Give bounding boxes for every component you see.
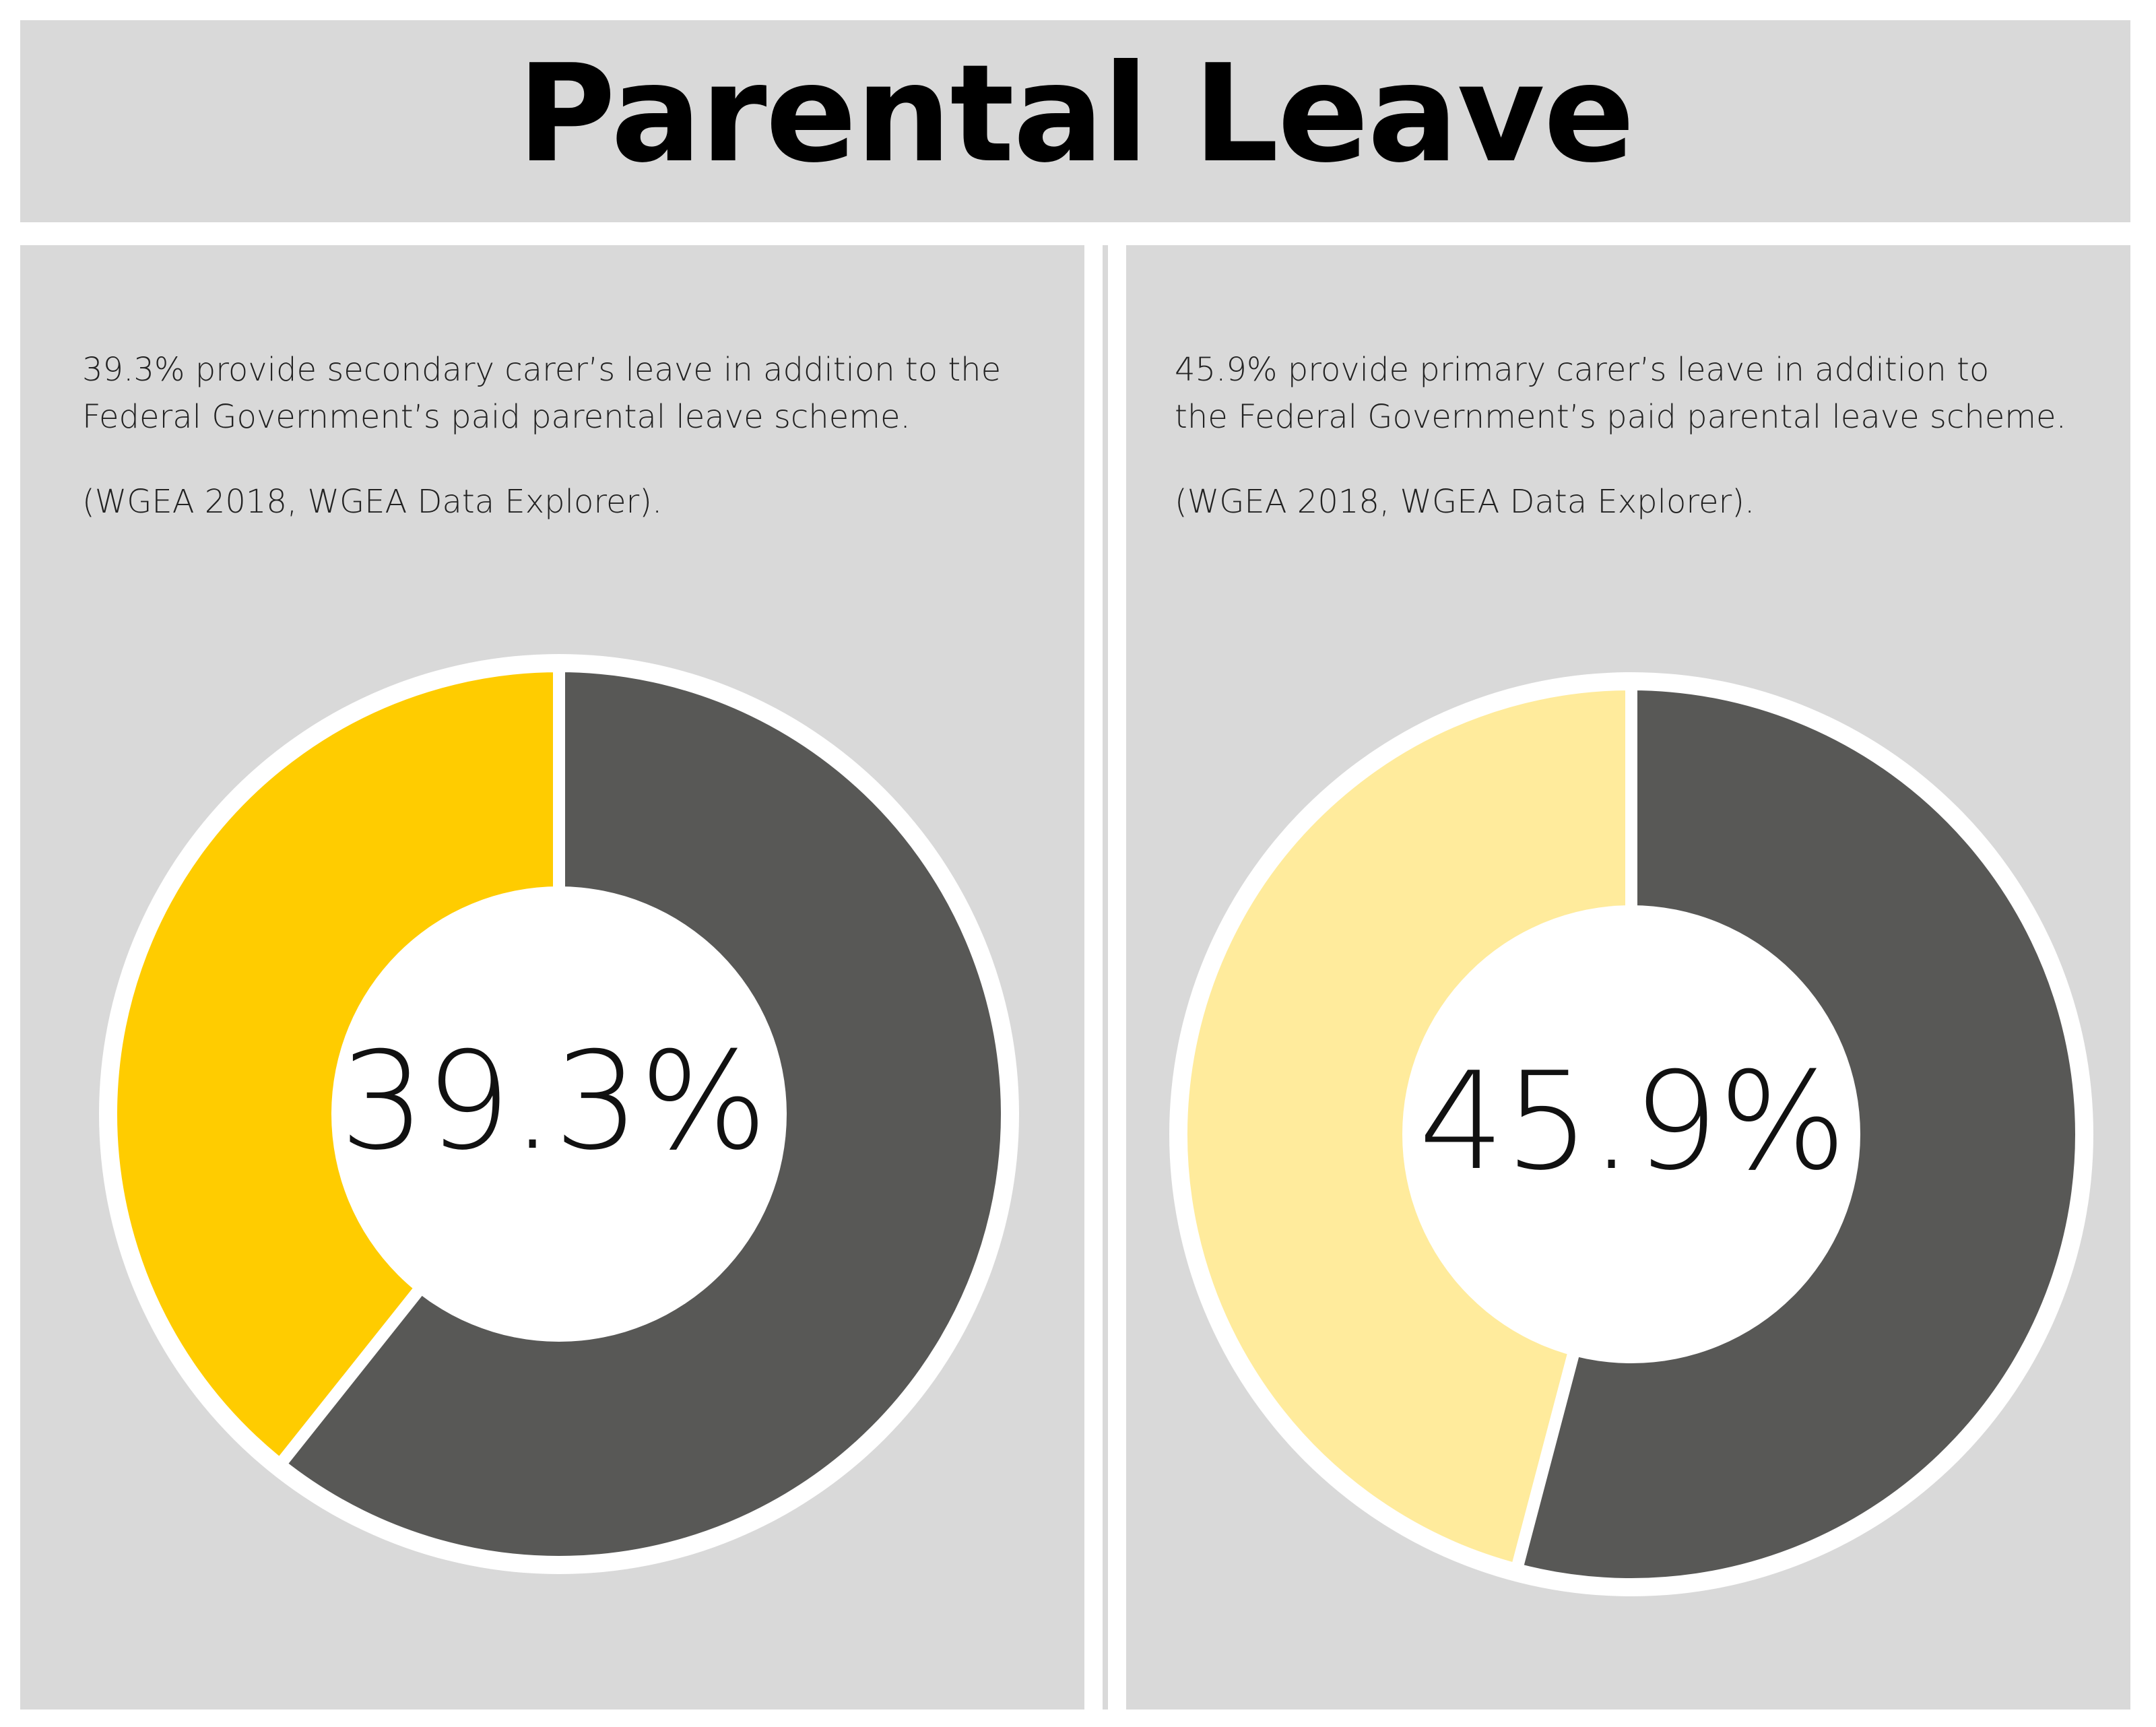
donut-hole <box>1402 905 1860 1363</box>
caption-source: (WGEA 2018, WGEA Data Explorer). <box>1175 483 1755 521</box>
donut-chart-primary: 45.9% <box>1169 672 2093 1596</box>
caption-line: 39.3% provide secondary carer’s leave in… <box>82 351 1002 389</box>
caption-line: 45.9% provide primary carer’s leave in a… <box>1175 351 1990 389</box>
panel-divider <box>1103 245 1108 1709</box>
header: Parental Leave <box>20 20 2130 222</box>
caption-line: the Federal Government’s paid parental l… <box>1175 398 2066 436</box>
page-title: Parental Leave <box>517 36 1635 193</box>
caption-primary: 45.9% provide primary carer’s leave in a… <box>1175 346 2066 525</box>
donut-center-label: 45.9% <box>1418 1043 1846 1200</box>
donut-chart-secondary: 39.3% <box>99 654 1019 1574</box>
caption-line: Federal Government’s paid parental leave… <box>82 398 911 436</box>
panel-primary-carers-leave: 45.9% provide primary carer’s leave in a… <box>1126 245 2130 1709</box>
donut-hole <box>331 886 787 1342</box>
panel-secondary-carers-leave: 39.3% provide secondary carer’s leave in… <box>20 245 1084 1709</box>
caption-secondary: 39.3% provide secondary carer’s leave in… <box>82 346 1001 525</box>
caption-source: (WGEA 2018, WGEA Data Explorer). <box>82 483 663 521</box>
donut-slice-0 <box>105 659 565 1473</box>
donut-center-label: 39.3% <box>339 1023 767 1180</box>
